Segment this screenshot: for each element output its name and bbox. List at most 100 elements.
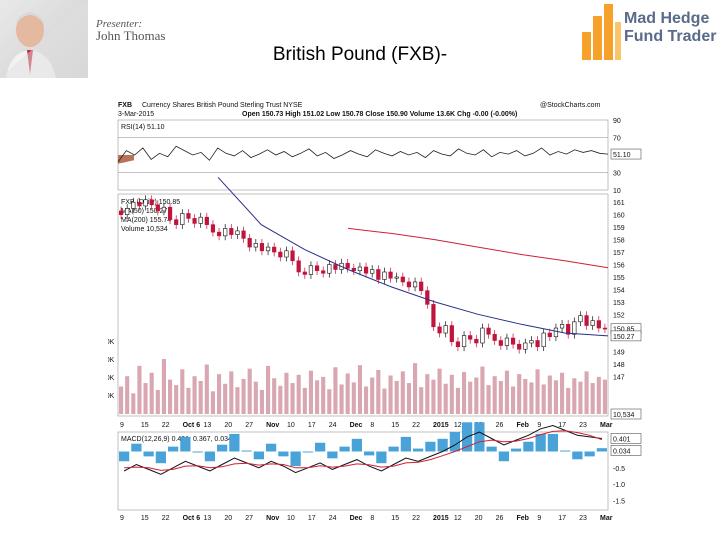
price-value-box bbox=[610, 330, 642, 342]
macd-histogram-bar bbox=[547, 433, 558, 452]
price-tick-label: 155 bbox=[613, 275, 625, 282]
x-tick-label: 20 bbox=[224, 422, 232, 429]
candle-body bbox=[492, 333, 497, 341]
candle-body bbox=[192, 218, 197, 224]
volume-bar bbox=[308, 370, 313, 414]
chart-stats: Open 150.73 High 151.02 Low 150.78 Close… bbox=[242, 111, 517, 118]
volume-bar bbox=[321, 376, 326, 414]
volume-bar bbox=[468, 381, 473, 414]
x-tick-label: 22 bbox=[412, 515, 420, 522]
macd-histogram-bar bbox=[535, 433, 546, 452]
macd-histogram-bar bbox=[437, 438, 448, 452]
volume-bar bbox=[376, 370, 381, 414]
volume-bar bbox=[449, 374, 454, 414]
candle-body bbox=[449, 325, 454, 343]
volume-bar bbox=[259, 389, 264, 414]
macd-value-box bbox=[610, 445, 642, 456]
candle-body bbox=[290, 250, 295, 262]
macd-histogram-bar bbox=[511, 448, 522, 452]
candle-body bbox=[510, 337, 516, 345]
candle-body bbox=[345, 262, 350, 269]
x-tick-label: 26 bbox=[496, 515, 504, 522]
candle-body bbox=[327, 264, 332, 274]
volume-bar bbox=[180, 369, 185, 414]
price-tick-label: 152 bbox=[613, 312, 625, 319]
macd-histogram-bar bbox=[180, 436, 191, 452]
volume-bar bbox=[364, 386, 369, 414]
macd-histogram-bar bbox=[204, 451, 215, 462]
candle-body bbox=[388, 271, 393, 279]
candle-body bbox=[137, 201, 142, 207]
candle-body bbox=[419, 281, 424, 291]
volume-bar bbox=[596, 376, 601, 414]
volume-bar bbox=[161, 359, 166, 414]
macd-histogram-bar bbox=[302, 451, 313, 453]
volume-bar bbox=[578, 381, 583, 414]
rsi-oversold-fill bbox=[118, 155, 134, 164]
candle-body bbox=[559, 324, 565, 329]
x-tick-label: 9 bbox=[120, 422, 124, 429]
macd-histogram-bar bbox=[498, 451, 509, 462]
x-tick-label: 17 bbox=[308, 422, 316, 429]
candle-body bbox=[216, 231, 222, 237]
volume-plot bbox=[119, 359, 607, 414]
macd-histogram-bar bbox=[351, 438, 362, 452]
candle-body bbox=[241, 230, 246, 239]
candle-body bbox=[596, 320, 601, 329]
macd-histogram-bar bbox=[425, 441, 436, 452]
candle-body bbox=[443, 325, 448, 334]
candle-body bbox=[351, 267, 356, 272]
presenter-label: Presenter: bbox=[96, 18, 143, 30]
chart-source: @StockCharts.com bbox=[540, 102, 601, 109]
macd-histogram-bar bbox=[143, 451, 154, 457]
candle-body bbox=[321, 270, 326, 274]
candle-body bbox=[578, 315, 583, 323]
candle-body bbox=[590, 320, 595, 326]
macd-histogram-bar bbox=[560, 450, 571, 452]
ma200-line bbox=[347, 227, 609, 269]
x-tick-label: 8 bbox=[370, 515, 374, 522]
volume-bar bbox=[137, 365, 142, 414]
x-tick-label: 23 bbox=[579, 515, 587, 522]
candle-body bbox=[584, 315, 589, 326]
macd-axis-ticks: 0.401 0.034 -0.5 -1.0 -1.5 bbox=[610, 433, 642, 505]
candle-body bbox=[284, 250, 289, 258]
rsi-tick-label: 70 bbox=[613, 136, 621, 143]
rsi-tick-label: 51.10 bbox=[613, 152, 631, 159]
volume-value-box bbox=[610, 408, 642, 420]
candle-body bbox=[259, 243, 265, 252]
x-tick-label: Mar bbox=[600, 422, 613, 429]
candle-body bbox=[278, 251, 283, 258]
volume-bar bbox=[253, 381, 258, 414]
presenter-photo bbox=[0, 0, 88, 78]
rsi-tick-label: 30 bbox=[613, 171, 621, 178]
x-tick-label: 15 bbox=[141, 515, 149, 522]
x-tick-label: 22 bbox=[162, 515, 170, 522]
volume-bar bbox=[584, 371, 589, 414]
volume-bar bbox=[290, 383, 295, 414]
candle-body bbox=[370, 269, 375, 274]
macd-histogram-bar bbox=[253, 451, 264, 460]
candle-body bbox=[333, 264, 338, 270]
volume-bar bbox=[198, 381, 203, 414]
candle-body bbox=[223, 228, 228, 237]
price-plot bbox=[118, 176, 609, 354]
volume-bar bbox=[119, 386, 124, 414]
logo-bars-icon bbox=[582, 4, 621, 60]
volume-bar bbox=[437, 368, 442, 414]
volume-bar bbox=[168, 379, 173, 414]
macd-histogram-bar bbox=[400, 436, 411, 452]
candle-body bbox=[302, 271, 307, 275]
volume-bar bbox=[204, 364, 209, 414]
macd-legend: MACD(12,26,9) 0.401, 0.367, 0.034 bbox=[121, 436, 232, 443]
x-tick-label: 27 bbox=[245, 422, 253, 429]
price-tick-label: 147 bbox=[613, 375, 625, 382]
ma50-line bbox=[217, 176, 609, 337]
rsi-tick-label: 90 bbox=[613, 118, 621, 125]
volume-bar bbox=[174, 385, 179, 414]
rsi-legend: RSI(14) 51.10 bbox=[121, 124, 165, 131]
volume-bar bbox=[419, 387, 424, 414]
candle-body bbox=[468, 335, 473, 340]
volume-bar bbox=[327, 389, 332, 414]
macd-histogram-bar bbox=[449, 432, 460, 452]
